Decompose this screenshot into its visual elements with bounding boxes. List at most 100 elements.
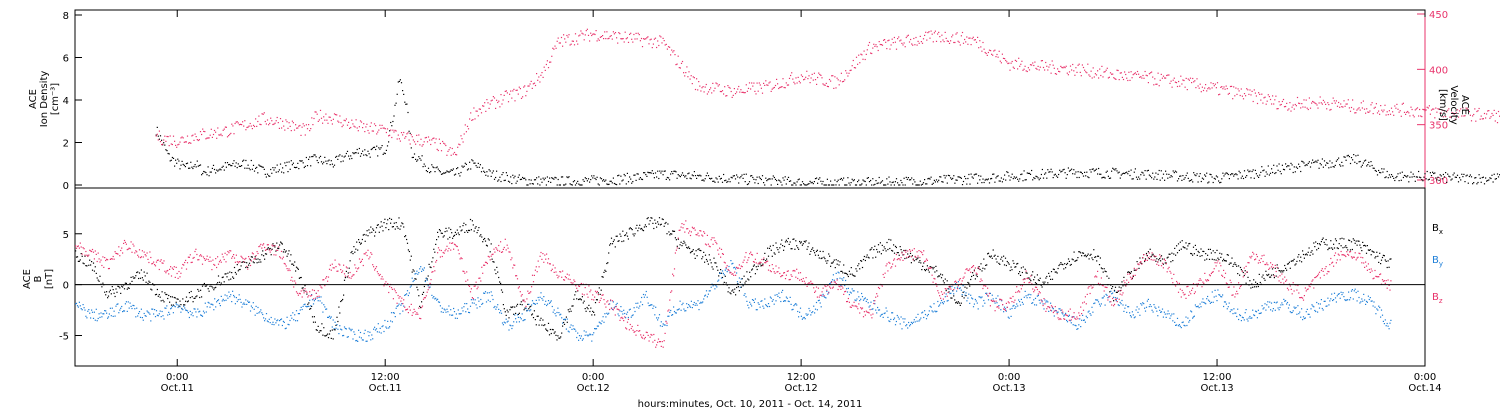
velocity-point: [654, 37, 657, 39]
velocity-point: [1496, 122, 1499, 124]
density-point: [1170, 175, 1172, 177]
density-point: [833, 184, 835, 186]
by-point: [343, 334, 345, 337]
by-point: [359, 331, 362, 334]
velocity-point: [710, 87, 712, 89]
bx-point: [160, 300, 162, 302]
velocity-point: [576, 40, 578, 42]
by-point: [296, 320, 299, 322]
bx-point: [114, 295, 116, 298]
bx-point: [1206, 258, 1208, 260]
bx-point: [920, 262, 922, 264]
density-point: [532, 183, 534, 185]
velocity-point: [1366, 108, 1368, 110]
velocity-point: [1298, 102, 1300, 104]
velocity-point: [448, 149, 450, 151]
by-point: [395, 307, 397, 309]
by-point: [216, 301, 218, 303]
bx-point: [1050, 271, 1053, 273]
by-point: [422, 269, 425, 271]
by-point: [233, 296, 236, 298]
bx-point: [1297, 256, 1299, 258]
by-point: [738, 277, 740, 279]
density-point: [1418, 170, 1420, 173]
bx-point: [799, 242, 802, 244]
bx-point: [981, 270, 983, 272]
density-point: [916, 184, 918, 186]
density-point: [1103, 176, 1105, 178]
bx-point: [583, 300, 585, 302]
by-point: [748, 307, 750, 309]
velocity-point: [1095, 74, 1098, 76]
velocity-point: [850, 69, 852, 71]
bx-point: [304, 285, 306, 287]
velocity-point: [1474, 108, 1476, 110]
bx-point: [451, 232, 453, 234]
bx-point: [1295, 263, 1297, 265]
bx-point: [937, 276, 939, 278]
density-point: [631, 182, 633, 184]
density-point: [1072, 173, 1074, 175]
velocity-point: [271, 120, 273, 122]
density-point: [1321, 158, 1323, 160]
by-point: [691, 307, 693, 309]
density-point: [1029, 173, 1032, 175]
by-point: [132, 304, 134, 306]
density-point: [739, 177, 741, 179]
density-point: [1344, 156, 1346, 158]
bx-point: [800, 241, 802, 243]
bx-point: [762, 263, 764, 265]
bx-point: [172, 304, 174, 306]
density-point: [1102, 176, 1104, 178]
by-point: [149, 313, 151, 315]
velocity-point: [1196, 78, 1198, 80]
velocity-point: [555, 47, 557, 49]
velocity-point: [229, 133, 231, 136]
bx-point: [785, 239, 787, 241]
velocity-point: [235, 121, 237, 123]
density-point: [315, 156, 317, 158]
bx-point: [441, 232, 443, 234]
density-tick-label: 0: [63, 181, 69, 192]
by-point: [357, 340, 359, 342]
density-point: [348, 155, 350, 157]
velocity-point: [1325, 103, 1327, 105]
by-point: [311, 299, 314, 301]
by-point: [722, 272, 724, 274]
bx-point: [1332, 248, 1334, 250]
bx-point: [1030, 280, 1032, 282]
bx-point: [156, 288, 158, 291]
bx-point: [1230, 262, 1232, 264]
velocity-point: [624, 31, 626, 33]
by-point: [538, 299, 540, 301]
by-point: [732, 262, 734, 264]
density-point: [567, 177, 569, 179]
density-point: [961, 184, 964, 186]
density-point: [298, 168, 300, 170]
bx-point: [1264, 279, 1266, 281]
bx-point: [1207, 248, 1210, 250]
bx-point: [771, 255, 773, 257]
velocity-point: [306, 128, 309, 130]
by-point: [212, 304, 214, 306]
density-point: [364, 149, 366, 151]
bx-point: [196, 295, 198, 297]
by-point: [316, 297, 318, 299]
density-point: [580, 184, 582, 186]
velocity-point: [692, 76, 694, 78]
velocity-point: [688, 71, 690, 73]
bx-point: [227, 272, 229, 274]
bx-point: [179, 300, 181, 302]
by-point: [280, 318, 283, 320]
density-point: [1204, 174, 1206, 176]
velocity-point: [247, 126, 249, 128]
by-point: [91, 311, 94, 313]
bx-point: [985, 264, 987, 266]
velocity-point: [778, 87, 780, 90]
density-point: [758, 176, 760, 178]
velocity-point: [690, 75, 692, 77]
bx-point: [1038, 279, 1040, 282]
density-point: [1326, 162, 1328, 164]
velocity-point: [1356, 109, 1358, 111]
bx-point: [1253, 279, 1255, 281]
